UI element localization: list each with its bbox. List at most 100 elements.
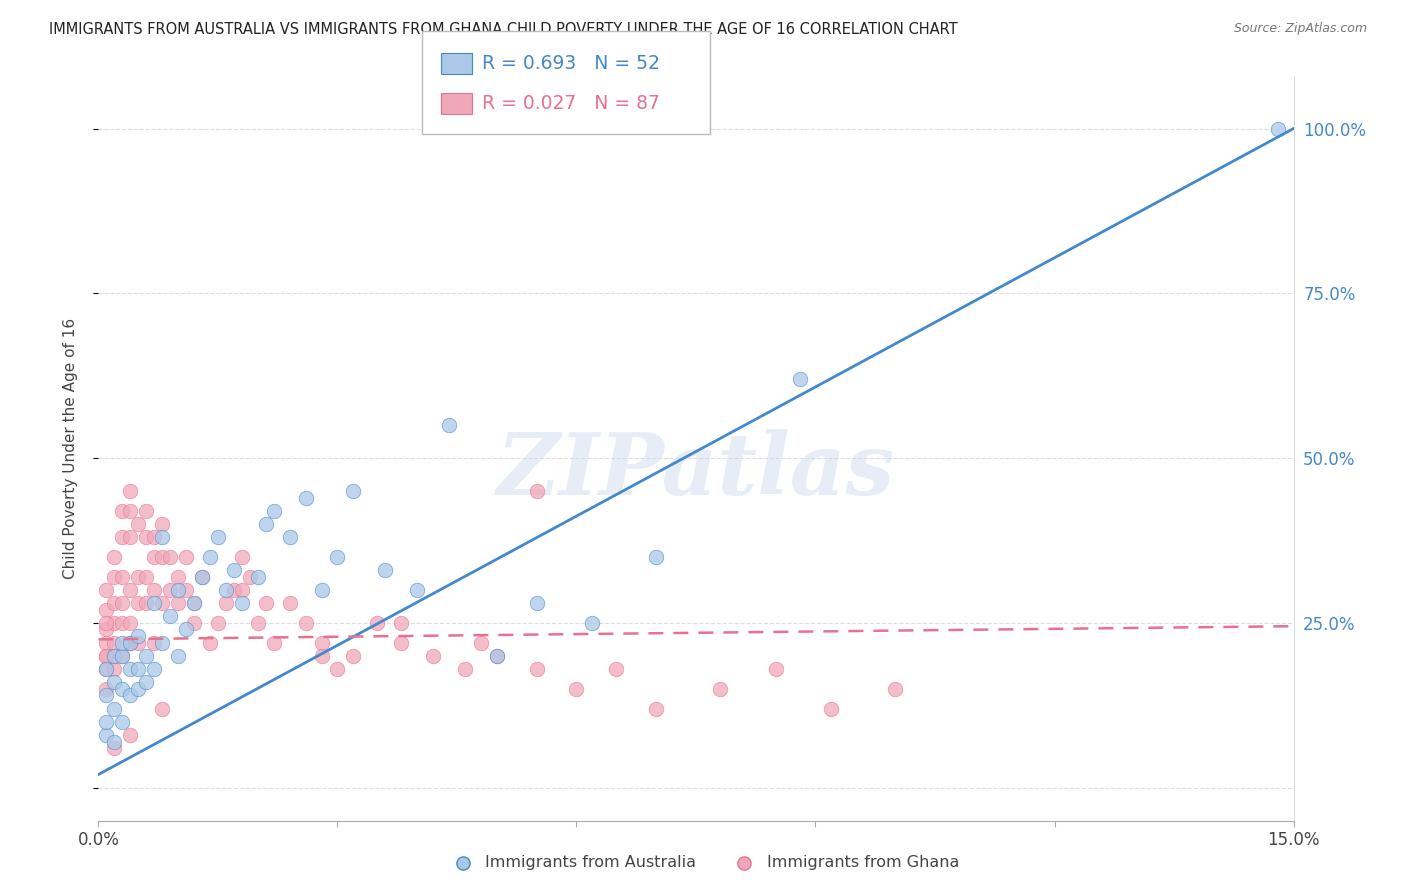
Point [294, 615, 316, 630]
Point [127, 516, 149, 531]
Point [103, 635, 125, 649]
Point [526, 662, 548, 676]
Point [167, 582, 190, 597]
Point [103, 648, 125, 663]
Point [1267, 121, 1289, 136]
Point [565, 681, 588, 696]
Point [120, 662, 142, 676]
Point [120, 635, 142, 649]
Point [103, 741, 125, 756]
Point [526, 596, 548, 610]
Point [143, 596, 166, 610]
Point [143, 582, 166, 597]
Point [246, 570, 269, 584]
Point [111, 596, 134, 610]
Point [222, 563, 245, 577]
Point [103, 549, 125, 564]
Point [789, 372, 811, 386]
Point [111, 570, 134, 584]
Point [111, 635, 134, 649]
Point [581, 615, 603, 630]
Point [150, 516, 173, 531]
Text: ZIPatlas: ZIPatlas [496, 429, 896, 512]
Point [406, 582, 429, 597]
Point [174, 549, 197, 564]
Point [191, 570, 214, 584]
Point [120, 484, 142, 499]
Point [150, 596, 173, 610]
Point [150, 635, 173, 649]
Point [103, 662, 125, 676]
Point [120, 728, 142, 742]
Point [278, 596, 301, 610]
Point [485, 648, 508, 663]
Point [127, 596, 149, 610]
Point [326, 662, 349, 676]
Point [374, 563, 396, 577]
Point [454, 662, 477, 676]
Point [231, 582, 253, 597]
Point [96, 623, 118, 637]
Point [127, 662, 149, 676]
Point [254, 596, 277, 610]
Point [103, 701, 125, 715]
Point [96, 648, 118, 663]
Point [765, 662, 787, 676]
Point [135, 504, 157, 518]
Point [884, 681, 907, 696]
Point [231, 596, 253, 610]
Point [127, 570, 149, 584]
Point [326, 549, 349, 564]
Point [135, 530, 157, 544]
Point [111, 615, 134, 630]
Point [103, 570, 125, 584]
Point [103, 734, 125, 748]
Point [159, 549, 181, 564]
Point [239, 570, 262, 584]
Point [120, 689, 142, 703]
Point [215, 596, 238, 610]
Point [470, 635, 492, 649]
Point [111, 714, 134, 729]
Point [111, 648, 134, 663]
Point [263, 504, 285, 518]
Point [222, 582, 245, 597]
Point [96, 681, 118, 696]
Point [111, 648, 134, 663]
Point [605, 662, 627, 676]
Point [111, 681, 134, 696]
Text: Source: ZipAtlas.com: Source: ZipAtlas.com [1233, 22, 1367, 36]
Point [709, 681, 731, 696]
Point [103, 675, 125, 690]
Text: R = 0.693   N = 52: R = 0.693 N = 52 [482, 54, 661, 73]
Point [191, 570, 214, 584]
Point [167, 596, 190, 610]
Point [254, 516, 277, 531]
Point [207, 615, 229, 630]
Point [96, 714, 118, 729]
Point [422, 648, 444, 663]
Point [485, 648, 508, 663]
Point [127, 635, 149, 649]
Point [143, 530, 166, 544]
Point [143, 549, 166, 564]
Point [183, 596, 205, 610]
Point [198, 635, 221, 649]
Point [231, 549, 253, 564]
Point [96, 635, 118, 649]
Point [135, 596, 157, 610]
Point [150, 701, 173, 715]
Point [103, 648, 125, 663]
Point [135, 648, 157, 663]
Point [159, 609, 181, 624]
Point [135, 675, 157, 690]
Point [150, 530, 173, 544]
Point [820, 701, 842, 715]
Text: IMMIGRANTS FROM AUSTRALIA VS IMMIGRANTS FROM GHANA CHILD POVERTY UNDER THE AGE O: IMMIGRANTS FROM AUSTRALIA VS IMMIGRANTS … [49, 22, 957, 37]
Point [120, 504, 142, 518]
Point [135, 570, 157, 584]
Point [342, 484, 364, 499]
Point [120, 530, 142, 544]
Point [167, 570, 190, 584]
Point [96, 689, 118, 703]
